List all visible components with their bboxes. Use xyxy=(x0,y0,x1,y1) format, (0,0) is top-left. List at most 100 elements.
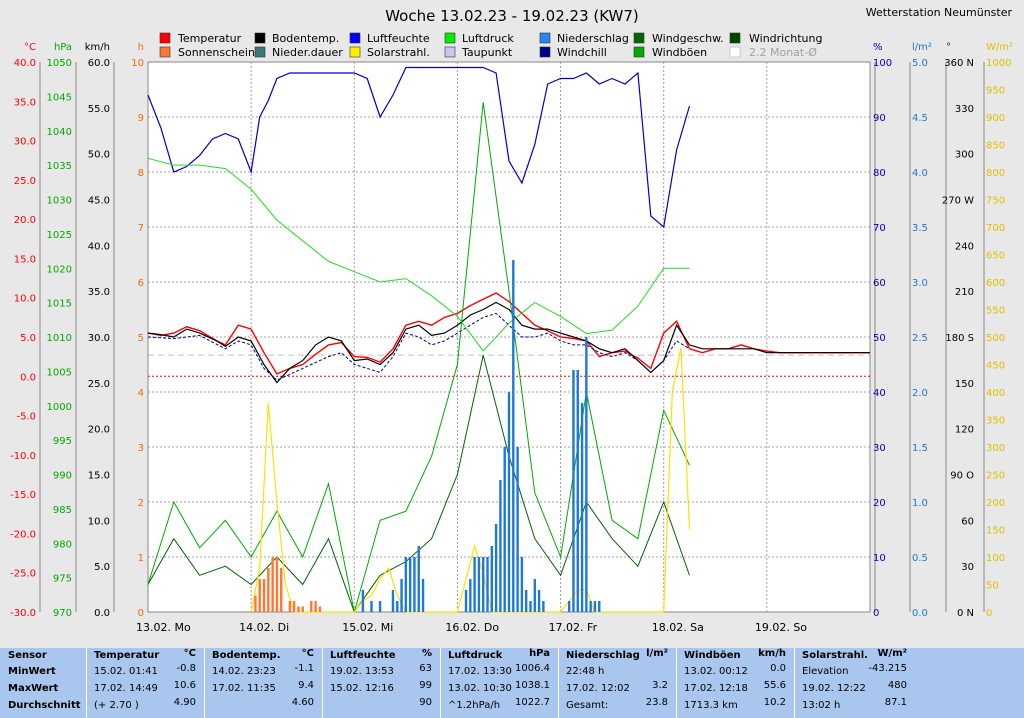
rain-bar xyxy=(413,557,416,612)
rain-bar xyxy=(503,447,506,612)
direction-tick-label: 360 N xyxy=(944,58,974,69)
x-day-label: 18.02. Sa xyxy=(652,621,704,634)
rain-bar xyxy=(486,557,489,612)
stats-cell: 10.6 xyxy=(173,680,196,691)
rain-bar xyxy=(370,601,373,612)
rain-bar xyxy=(396,601,399,612)
solar-tick-label: 900 xyxy=(986,113,1005,124)
series-line-luftdruck xyxy=(147,157,690,352)
rain-bar xyxy=(404,557,408,612)
rain-tick-label: 3.5 xyxy=(912,223,928,234)
temp-tick-label: -20.0 xyxy=(10,529,36,540)
rain-bar xyxy=(408,557,412,612)
legend-swatch xyxy=(159,32,171,44)
humidity-tick-label: 60 xyxy=(873,278,886,289)
sunshine-bar xyxy=(310,601,313,612)
legend-label: Niederschlag xyxy=(557,32,629,45)
rain-bar xyxy=(391,590,395,612)
hours-tick-label: 5 xyxy=(138,333,144,344)
direction-tick-label: 300 xyxy=(955,150,974,161)
stats-cell: Bodentemp. xyxy=(212,650,281,661)
stats-cell: l/m² xyxy=(646,648,668,659)
rain-tick-label: 3.0 xyxy=(912,278,928,289)
legend-label: Luftfeuchte xyxy=(367,32,430,45)
stats-cell: 90 xyxy=(419,697,432,708)
hours-tick-label: 10 xyxy=(131,58,144,69)
rain-bar xyxy=(477,557,481,612)
sunshine-bar xyxy=(292,601,296,612)
temp-tick-label: 40.0 xyxy=(14,58,36,69)
stats-cell: 13.02. 10:30 xyxy=(448,683,512,694)
station-name: Wetterstation Neumünster xyxy=(866,6,1013,19)
temp-tick-label: 25.0 xyxy=(14,176,36,187)
direction-axis-unit: ° xyxy=(946,42,951,53)
pressure-tick-label: 990 xyxy=(53,471,72,482)
rain-bar xyxy=(585,337,588,612)
rain-bar xyxy=(473,557,476,612)
stats-cell: °C xyxy=(301,648,314,659)
stats-cell: W/m² xyxy=(877,648,907,659)
rain-bar xyxy=(469,579,472,612)
solar-tick-label: 100 xyxy=(986,553,1005,564)
hours-tick-label: 1 xyxy=(138,553,144,564)
rain-bar xyxy=(417,546,420,612)
wind-tick-label: 5.0 xyxy=(94,562,110,573)
direction-tick-label: 120 xyxy=(955,425,974,436)
stats-cell: °C xyxy=(183,648,196,659)
stats-cell: Temperatur xyxy=(94,650,160,661)
humidity-tick-label: 70 xyxy=(873,223,886,234)
stats-cell: 3.2 xyxy=(652,680,668,691)
legend-label: Temperatur xyxy=(177,32,242,45)
legend-swatch xyxy=(349,32,361,44)
legend-swatch xyxy=(159,46,171,58)
stats-cell: 13:02 h xyxy=(802,700,841,711)
temp-tick-label: 0.0 xyxy=(20,372,36,383)
legend-label: Windböen xyxy=(652,46,707,59)
stats-cell: hPa xyxy=(529,648,550,659)
stats-cell: Luftdruck xyxy=(448,650,503,661)
wind-tick-label: 25.0 xyxy=(88,379,110,390)
stats-separator xyxy=(322,648,323,718)
legend-label: 2.2 Monat-Ø xyxy=(749,46,817,59)
stats-cell: 22:48 h xyxy=(566,666,605,677)
rain-bar xyxy=(499,480,502,612)
legend-label: Nieder.dauer xyxy=(272,46,343,59)
rain-bar xyxy=(542,601,545,612)
sunshine-bar xyxy=(301,606,304,612)
humidity-tick-label: 100 xyxy=(873,58,892,69)
rain-bar xyxy=(589,601,592,612)
pressure-tick-label: 1030 xyxy=(47,196,72,207)
sunshine-bar xyxy=(280,568,283,612)
stats-separator xyxy=(440,648,441,718)
temp-axis-unit: °C xyxy=(24,42,36,53)
wind-tick-label: 45.0 xyxy=(88,196,110,207)
rain-bar xyxy=(512,260,515,612)
stats-cell: 17.02. 13:30 xyxy=(448,666,512,677)
temp-tick-label: -25.0 xyxy=(10,569,36,580)
stats-separator xyxy=(794,648,795,718)
legend-swatch xyxy=(729,46,741,58)
solar-tick-label: 200 xyxy=(986,498,1005,509)
legend-label: Bodentemp. xyxy=(272,32,339,45)
hours-tick-label: 3 xyxy=(138,443,144,454)
legend-swatch xyxy=(254,46,266,58)
pressure-tick-label: 985 xyxy=(53,505,72,516)
stats-cell: 19.02. 13:53 xyxy=(330,666,394,677)
rain-bar xyxy=(524,590,528,612)
y-axes: °C-30.0-25.0-20.0-15.0-10.0-5.00.05.010.… xyxy=(10,42,1013,619)
humidity-tick-label: 80 xyxy=(873,168,886,179)
stats-cell: 13.02. 00:12 xyxy=(684,666,748,677)
pressure-tick-label: 1015 xyxy=(47,299,72,310)
stats-column: Niederschlag l/m² 22:48 h 17.02. 12:02 3.2 Ge… xyxy=(566,648,672,718)
sunshine-bar xyxy=(258,579,261,612)
direction-tick-label: 0 N xyxy=(957,608,974,619)
temp-tick-label: -30.0 xyxy=(10,608,36,619)
stats-cell: 99 xyxy=(419,680,432,691)
pressure-tick-label: 1050 xyxy=(47,58,72,69)
direction-tick-label: 30 xyxy=(961,562,974,573)
rain-bar xyxy=(490,546,494,612)
legend-label: Windrichtung xyxy=(749,32,822,45)
x-day-label: 19.02. So xyxy=(755,621,807,634)
stats-column: Bodentemp. °C 14.02. 23:23 -1.1 17.02. 11:35… xyxy=(212,648,318,718)
sunshine-bar xyxy=(314,601,317,612)
